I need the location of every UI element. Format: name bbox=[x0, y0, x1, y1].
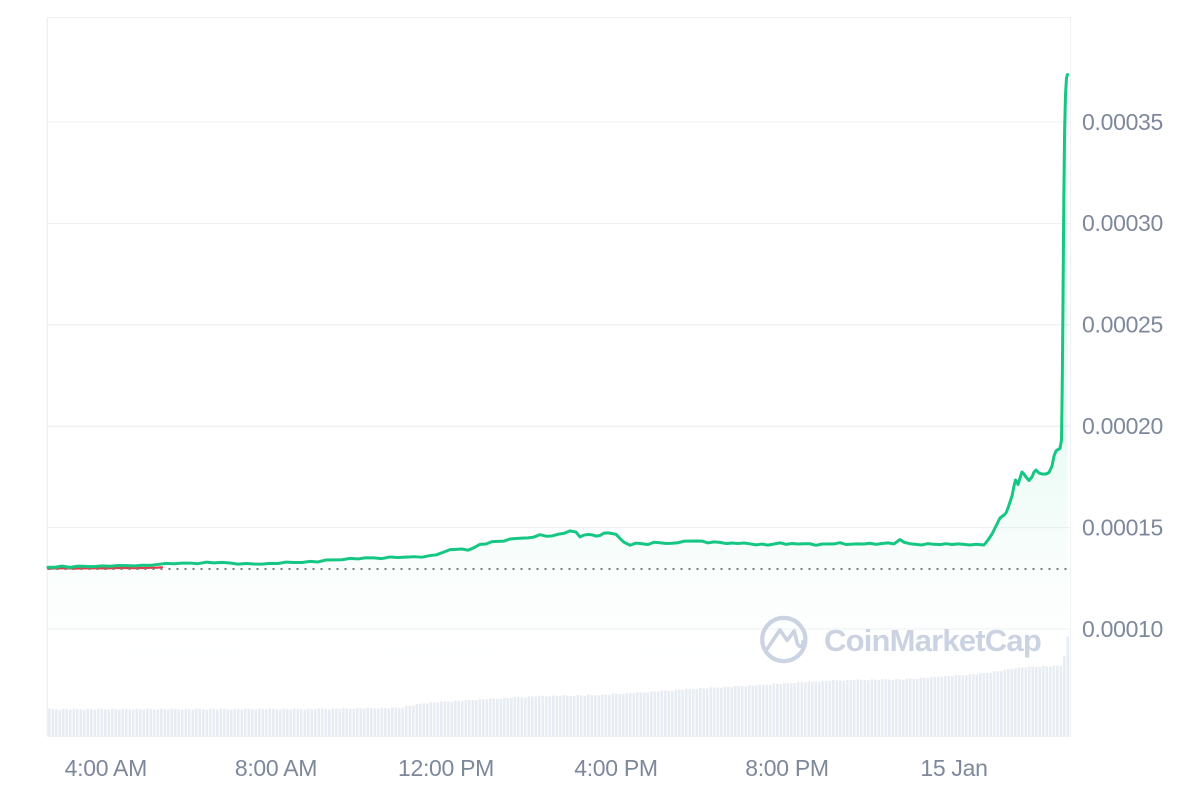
svg-text:8:00 PM: 8:00 PM bbox=[745, 755, 829, 781]
svg-text:0.00035: 0.00035 bbox=[1082, 109, 1163, 135]
svg-text:15 Jan: 15 Jan bbox=[920, 755, 987, 781]
svg-text:0.00010: 0.00010 bbox=[1082, 616, 1163, 642]
svg-text:4:00 AM: 4:00 AM bbox=[65, 755, 147, 781]
svg-text:12:00 PM: 12:00 PM bbox=[398, 755, 494, 781]
svg-text:0.00015: 0.00015 bbox=[1082, 514, 1163, 540]
svg-text:0.00030: 0.00030 bbox=[1082, 210, 1163, 236]
svg-text:0.00025: 0.00025 bbox=[1082, 312, 1163, 338]
svg-text:8:00 AM: 8:00 AM bbox=[235, 755, 317, 781]
svg-text:0.00020: 0.00020 bbox=[1082, 413, 1163, 439]
svg-text:4:00 PM: 4:00 PM bbox=[574, 755, 658, 781]
